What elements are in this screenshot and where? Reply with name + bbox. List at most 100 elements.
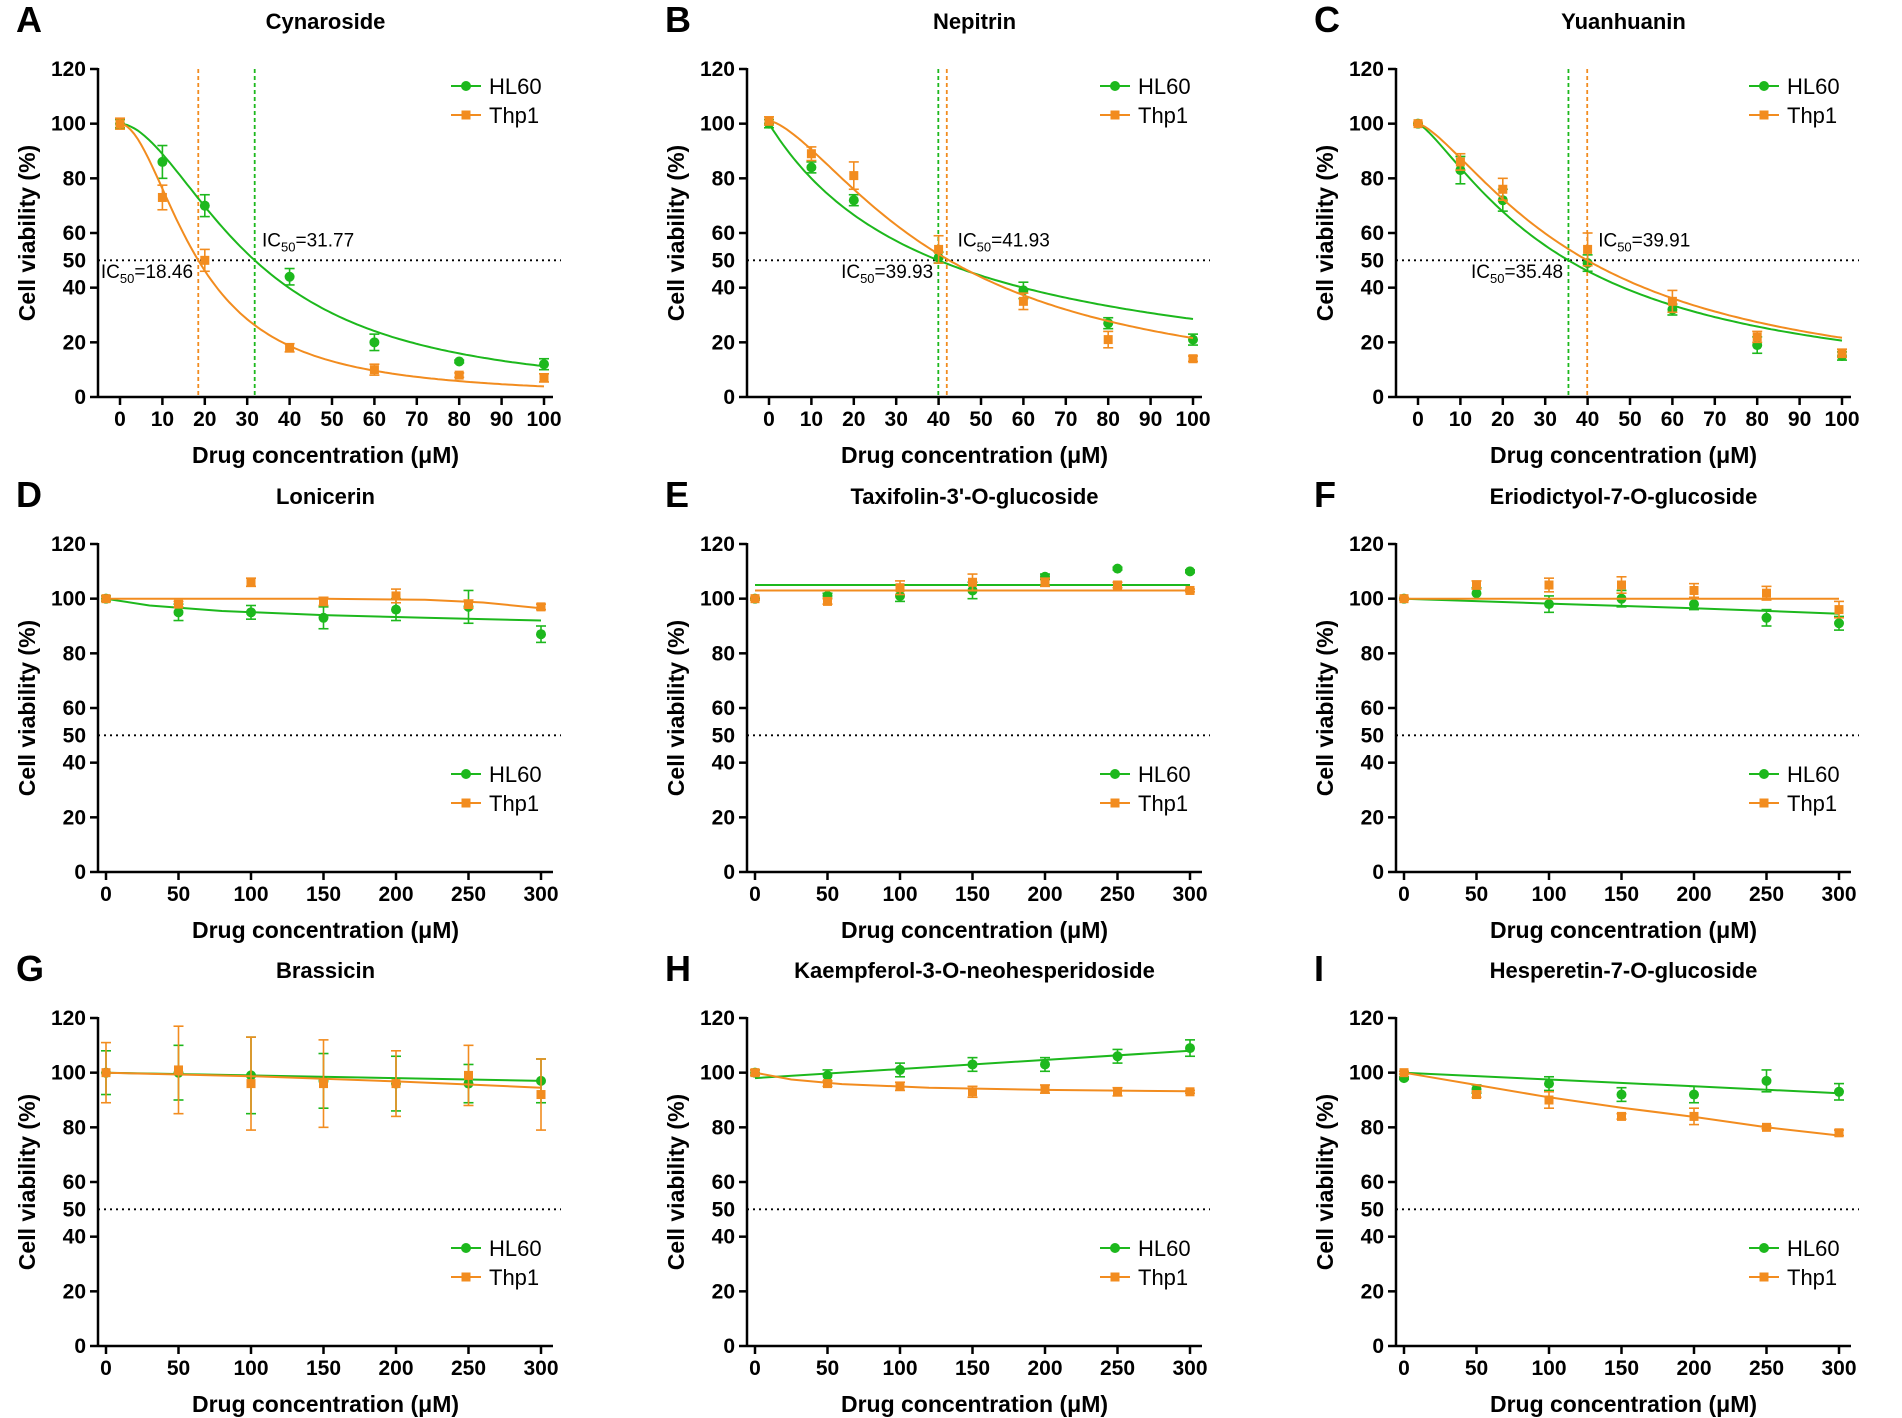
y-tick-label: 60 [63, 697, 86, 720]
data-point-hl60 [1761, 612, 1772, 623]
y-tick-label: 100 [51, 1062, 86, 1085]
x-tick-label: 200 [378, 1357, 413, 1380]
x-tick-label: 150 [306, 1357, 341, 1380]
series-thp1 [115, 117, 549, 388]
ic50-prefix: IC [262, 231, 281, 252]
y-tick-label: 100 [51, 588, 86, 611]
ic50-annotation: IC50=39.93 [841, 262, 933, 286]
x-tick-label: 250 [1749, 1357, 1784, 1380]
data-point-thp1 [101, 1068, 111, 1078]
legend-marker [1759, 769, 1769, 779]
data-point-hl60 [1761, 1075, 1772, 1086]
ic50-subscript: 50 [1490, 271, 1504, 286]
y-tick-label: 60 [63, 1171, 86, 1194]
y-tick-label: 120 [700, 533, 735, 556]
x-tick-label: 20 [193, 408, 216, 431]
x-tick-label: 100 [1531, 883, 1566, 906]
reference-label: 50 [63, 724, 86, 747]
data-point-thp1 [823, 596, 832, 606]
y-tick-label: 80 [63, 1116, 86, 1139]
data-point-hl60 [173, 607, 184, 618]
x-tick-label: 300 [1821, 1357, 1856, 1380]
fit-curve-thp1 [768, 119, 1194, 340]
data-point-hl60 [1185, 1043, 1195, 1054]
data-point-thp1 [1018, 296, 1028, 306]
y-tick-label: 60 [1361, 222, 1384, 245]
x-tick-label: 50 [969, 408, 992, 431]
ic50-value: =31.77 [296, 231, 355, 252]
y-tick-label: 20 [63, 331, 86, 354]
x-tick-label: 200 [1027, 883, 1062, 906]
legend-marker [461, 110, 471, 120]
x-tick-label: 250 [451, 1357, 486, 1380]
y-tick-label: 80 [712, 642, 735, 665]
data-point-thp1 [1752, 332, 1762, 342]
data-point-thp1 [369, 365, 379, 375]
legend-label: HL60 [489, 762, 542, 787]
panel-letter: H [665, 948, 691, 989]
legend-marker [1759, 110, 1769, 120]
y-axis-label: Cell viability (%) [663, 145, 689, 321]
ic50-value: =39.93 [875, 262, 934, 283]
x-axis-label: Drug concentration (μM) [1490, 442, 1757, 468]
panel-i: I Hesperetin-7-O-glucoside 0 20 40 60 80 100 120… [1312, 948, 1859, 1417]
ic50-prefix: IC [101, 262, 120, 283]
legend-marker [1759, 81, 1769, 91]
x-tick-label: 300 [1172, 883, 1207, 906]
y-tick-label: 0 [74, 1335, 86, 1358]
x-tick-label: 40 [278, 408, 301, 431]
data-point-thp1 [1040, 1084, 1050, 1094]
y-tick-label: 40 [63, 1226, 86, 1249]
panel-title: Cynaroside [266, 9, 386, 34]
y-tick-label: 80 [712, 167, 735, 190]
data-point-thp1 [1617, 1111, 1626, 1121]
data-point-hl60 [1689, 1089, 1699, 1100]
data-point-thp1 [1472, 1090, 1481, 1100]
data-point-hl60 [1616, 1089, 1627, 1100]
y-tick-label: 100 [700, 588, 735, 611]
y-tick-label: 0 [74, 861, 86, 884]
data-point-thp1 [1689, 1111, 1699, 1121]
data-point-hl60 [1689, 599, 1699, 610]
reference-label: 50 [1361, 1198, 1384, 1221]
data-point-thp1 [1617, 580, 1626, 590]
panel-title: Brassicin [276, 958, 375, 983]
y-axis-label: Cell viability (%) [663, 1094, 689, 1270]
x-tick-label: 60 [1661, 408, 1684, 431]
panel-title: Lonicerin [276, 484, 375, 509]
x-tick-label: 70 [1703, 408, 1726, 431]
y-tick-label: 40 [712, 752, 735, 775]
data-point-hl60 [1188, 334, 1198, 345]
x-axis-label: Drug concentration (μM) [841, 1391, 1108, 1417]
x-tick-label: 50 [1465, 883, 1488, 906]
reference-label: 50 [712, 1198, 735, 1221]
ic50-annotation: IC50=39.91 [1598, 231, 1690, 255]
data-point-thp1 [536, 602, 546, 612]
y-tick-label: 60 [1361, 697, 1384, 720]
y-tick-label: 20 [63, 806, 86, 829]
y-tick-label: 40 [712, 277, 735, 300]
data-point-thp1 [246, 1079, 256, 1089]
data-point-thp1 [319, 596, 328, 606]
data-point-thp1 [391, 1079, 401, 1089]
y-tick-label: 120 [1349, 58, 1384, 81]
x-axis-label: Drug concentration (μM) [1490, 917, 1757, 943]
panel-title: Kaempferol-3-O-neohesperidoside [794, 958, 1155, 983]
x-axis-label: Drug concentration (μM) [841, 442, 1108, 468]
x-tick-label: 300 [523, 1357, 558, 1380]
x-tick-label: 60 [363, 408, 386, 431]
y-tick-label: 120 [51, 533, 86, 556]
y-tick-label: 20 [712, 1280, 735, 1303]
x-tick-label: 150 [1604, 883, 1639, 906]
y-tick-label: 100 [700, 1062, 735, 1085]
data-point-thp1 [1583, 244, 1593, 254]
data-point-thp1 [115, 119, 125, 129]
legend-marker [1110, 769, 1120, 779]
reference-label: 50 [63, 249, 86, 272]
data-point-thp1 [1103, 335, 1113, 345]
x-tick-label: 40 [927, 408, 950, 431]
legend-entry-thp1: Thp1 [1749, 103, 1837, 128]
legend-marker [461, 798, 471, 808]
legend-entry-thp1: Thp1 [451, 1265, 539, 1290]
